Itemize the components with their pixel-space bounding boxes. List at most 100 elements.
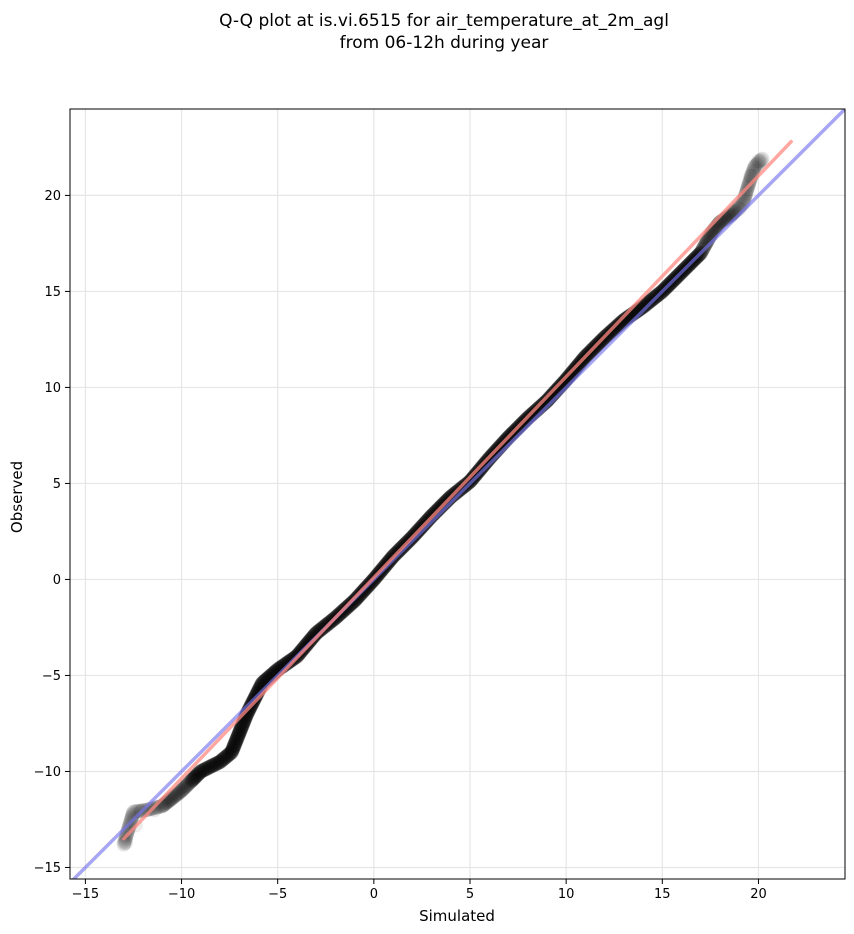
quantile-point xyxy=(610,318,626,334)
quantile-point xyxy=(747,159,763,175)
quantile-point xyxy=(226,738,242,754)
quantile-point xyxy=(458,477,474,492)
quantile-point xyxy=(305,629,321,645)
quantile-point xyxy=(745,163,761,179)
quantile-point xyxy=(178,778,194,794)
quantile-point xyxy=(609,319,625,335)
quantile-point xyxy=(465,470,481,486)
quantile-point xyxy=(473,460,489,476)
quantile-point xyxy=(209,755,225,771)
quantile-point xyxy=(222,745,238,761)
quantile-point xyxy=(186,770,202,786)
quantile-point xyxy=(306,628,322,644)
quantile-point xyxy=(175,782,191,797)
quantile-point xyxy=(227,736,243,751)
y-axis-label: Observed xyxy=(8,461,26,533)
quantile-point xyxy=(313,621,329,637)
quantile-point xyxy=(231,727,247,742)
quantile-point xyxy=(233,721,249,737)
quantile-point xyxy=(232,724,248,739)
quantile-point xyxy=(219,749,234,764)
quantile-point xyxy=(200,760,216,776)
quantile-point xyxy=(640,295,656,311)
quantile-point xyxy=(208,756,223,772)
quantile-point xyxy=(752,153,768,169)
quantile-point xyxy=(739,183,755,199)
quantile-point xyxy=(202,759,218,775)
quantile-point xyxy=(177,779,193,795)
quantile-point xyxy=(191,766,206,782)
quantile-point xyxy=(304,630,320,646)
quantile-point xyxy=(225,741,241,757)
quantile-point xyxy=(635,299,651,315)
quantile-point xyxy=(753,152,769,168)
y-tick-label: −10 xyxy=(34,765,61,780)
reference-line xyxy=(71,109,845,879)
quantile-point xyxy=(206,757,222,773)
quantile-point xyxy=(234,718,250,734)
quantile-point xyxy=(750,155,766,171)
quantile-point xyxy=(117,833,133,849)
quantile-point xyxy=(634,300,650,316)
quantile-point xyxy=(199,761,215,776)
y-tick-label: 0 xyxy=(53,573,61,588)
quantile-point xyxy=(176,781,192,796)
quantile-point xyxy=(193,764,209,779)
x-tick-label: 5 xyxy=(466,887,474,902)
quantile-point xyxy=(131,803,146,819)
quantile-point xyxy=(302,633,318,648)
quantile-points xyxy=(116,151,770,852)
quantile-point xyxy=(472,461,488,477)
quantile-point xyxy=(179,777,195,793)
quantile-point xyxy=(196,762,212,778)
quantile-point xyxy=(203,758,219,774)
quantile-point xyxy=(217,750,233,766)
quantile-point xyxy=(221,747,237,762)
quantile-point xyxy=(471,463,487,479)
quantile-point xyxy=(315,620,330,636)
quantile-point xyxy=(194,763,210,779)
x-axis-label: Simulated xyxy=(419,907,495,925)
quantile-point xyxy=(227,737,242,753)
quantile-point xyxy=(742,173,758,189)
quantile-point xyxy=(166,789,182,805)
quantile-point xyxy=(310,624,325,640)
plot-frame xyxy=(69,108,846,880)
quantile-point xyxy=(751,154,767,170)
quantile-point xyxy=(216,751,232,767)
quantile-point xyxy=(183,774,198,790)
quantile-point xyxy=(470,464,486,480)
quantile-point xyxy=(696,239,712,255)
chart-title-line-2: from 06-12h during year xyxy=(340,33,549,53)
y-tick-label: 5 xyxy=(53,477,61,492)
x-tick-label: −5 xyxy=(268,887,287,902)
quantile-point xyxy=(746,162,761,178)
quantile-point xyxy=(615,313,631,329)
quantile-point xyxy=(738,185,754,201)
y-tick-label: 15 xyxy=(44,285,61,300)
quantile-point xyxy=(614,314,629,330)
quantile-point xyxy=(741,174,757,190)
quantile-point xyxy=(754,151,770,167)
x-tick-label: 0 xyxy=(370,887,378,902)
grid xyxy=(70,109,845,879)
quantile-point xyxy=(230,730,245,745)
quantile-point xyxy=(303,631,319,647)
y-tick-label: −15 xyxy=(34,861,61,876)
y-tick-label: −5 xyxy=(42,669,61,684)
quantile-point xyxy=(457,478,473,494)
quantile-point xyxy=(172,784,188,800)
outlier-point xyxy=(147,802,163,818)
quantile-point xyxy=(117,832,133,848)
quantile-point xyxy=(748,158,764,173)
quantile-point xyxy=(212,754,228,770)
quantile-point xyxy=(611,317,627,332)
quantile-point xyxy=(124,810,140,826)
quantile-point xyxy=(192,765,208,780)
plot-area xyxy=(71,109,845,879)
quantile-point xyxy=(307,627,323,642)
quantile-point xyxy=(184,773,200,788)
quantile-point xyxy=(180,776,196,792)
quantile-point xyxy=(224,743,240,759)
